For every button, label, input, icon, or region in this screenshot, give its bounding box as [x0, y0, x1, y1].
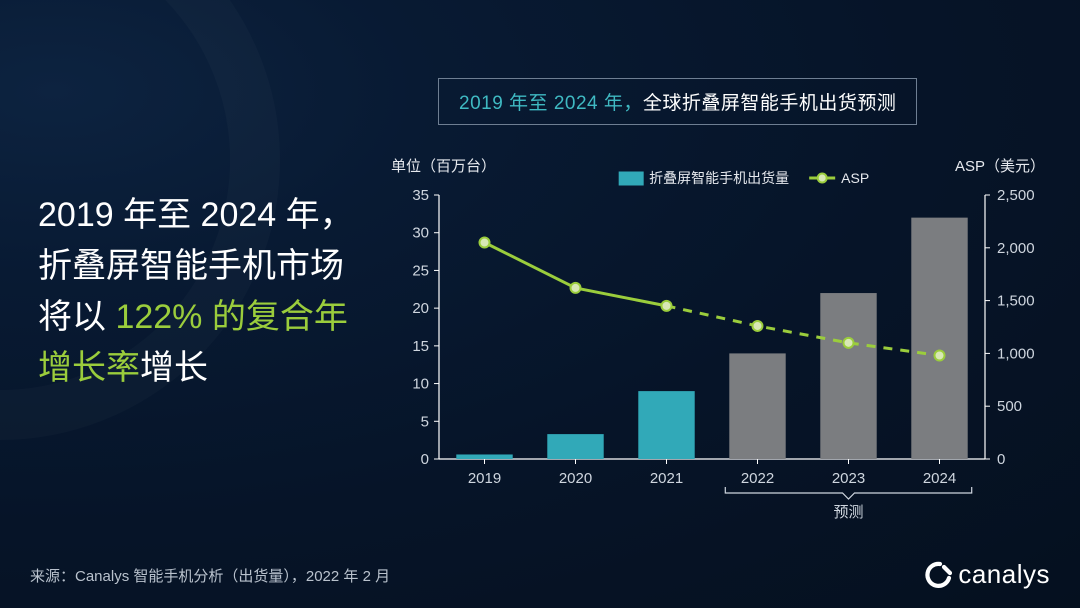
asp-line-solid	[485, 243, 667, 306]
bar	[547, 434, 603, 459]
asp-line-dashed	[667, 306, 940, 356]
bar	[638, 391, 694, 459]
left-axis-title: 单位（百万台）	[391, 158, 496, 175]
asp-marker	[753, 321, 763, 331]
ytick-right: 500	[997, 398, 1022, 415]
xtick-label: 2021	[650, 470, 683, 487]
headline: 2019 年至 2024 年，折叠屏智能手机市场将以 122% 的复合年增长率增…	[38, 190, 368, 394]
xtick-label: 2020	[559, 470, 592, 487]
forecast-bracket	[725, 487, 971, 499]
xtick-label: 2019	[468, 470, 501, 487]
asp-marker	[844, 338, 854, 348]
asp-marker	[480, 238, 490, 248]
headline-part2: 增长	[140, 349, 208, 387]
titlebox-white1: 全球折叠屏	[643, 93, 741, 114]
right-axis-title: ASP（美元）	[955, 158, 1045, 175]
bar	[820, 293, 876, 459]
chart-title-box: 2019 年至 2024 年，全球折叠屏智能手机出货预测	[438, 78, 917, 125]
ytick-left: 25	[412, 262, 429, 279]
legend-bar-label: 折叠屏智能手机出货量	[649, 170, 789, 186]
legend-line-label: ASP	[841, 170, 869, 186]
asp-marker	[571, 283, 581, 293]
ytick-left: 35	[412, 187, 429, 204]
titlebox-teal: 2019 年至 2024 年，	[459, 93, 643, 114]
bar	[729, 353, 785, 459]
legend-line-marker	[818, 174, 827, 183]
brand-logo-icon	[924, 561, 952, 589]
ytick-left: 10	[412, 376, 429, 393]
chart-svg: 单位（百万台） ASP（美元） 0 5 10 15 20 25 30 35 0 500 1,000 1,5…	[375, 135, 1055, 535]
ytick-right: 2,500	[997, 187, 1035, 204]
xtick-label: 2023	[832, 470, 865, 487]
asp-marker	[935, 351, 945, 361]
xtick-label: 2024	[923, 470, 956, 487]
ytick-right: 1,500	[997, 293, 1035, 310]
ytick-left: 0	[421, 451, 429, 468]
titlebox-white2: 智能手机出货预测	[740, 93, 896, 114]
ytick-right: 1,000	[997, 345, 1035, 362]
chart-container: 单位（百万台） ASP（美元） 0 5 10 15 20 25 30 35 0 500 1,000 1,5…	[375, 135, 1055, 535]
forecast-label: 预测	[833, 504, 863, 521]
brand-logo: canalys	[924, 559, 1050, 590]
asp-marker	[662, 301, 672, 311]
ytick-right: 2,000	[997, 240, 1035, 257]
ytick-left: 5	[421, 413, 429, 430]
bar	[911, 218, 967, 459]
source-text: 来源：Canalys 智能手机分析（出货量），2022 年 2 月	[30, 565, 390, 586]
legend-bar-swatch	[619, 172, 643, 185]
xtick-label: 2022	[741, 470, 774, 487]
ytick-right: 0	[997, 451, 1005, 468]
ytick-left: 15	[412, 338, 429, 355]
ytick-left: 20	[412, 300, 429, 317]
bar	[456, 454, 512, 459]
brand-logo-text: canalys	[958, 559, 1050, 590]
ytick-left: 30	[412, 225, 429, 242]
